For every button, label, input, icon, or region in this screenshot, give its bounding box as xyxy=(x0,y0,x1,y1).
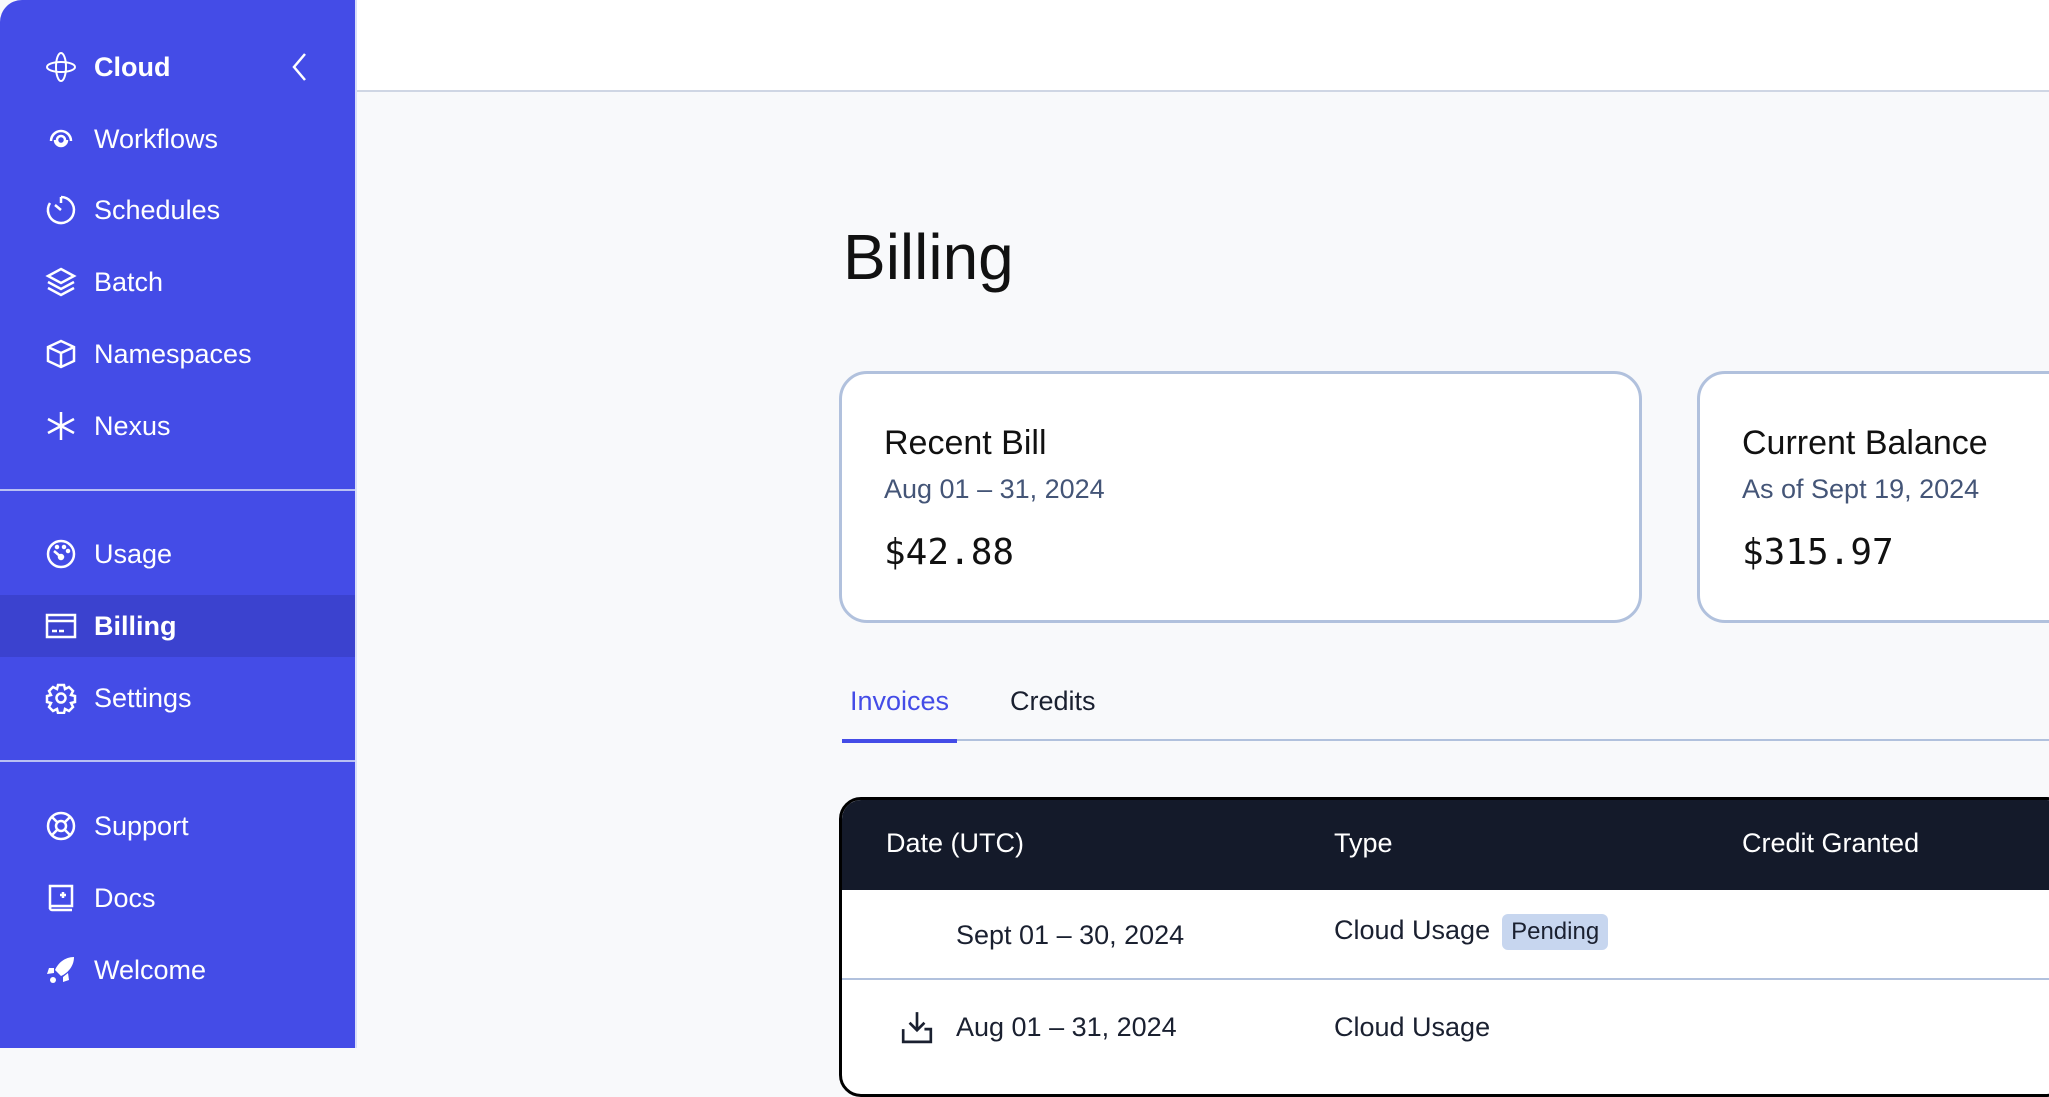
download-icon[interactable] xyxy=(900,1010,934,1044)
card-title: Recent Bill xyxy=(884,424,1047,462)
top-bar xyxy=(357,0,2049,92)
sidebar-header-cloud[interactable]: Cloud xyxy=(0,36,355,98)
sidebar-item-docs[interactable]: Docs xyxy=(0,867,355,929)
workflows-icon xyxy=(49,129,73,148)
sidebar-divider xyxy=(0,760,355,762)
sidebar-item-label: Usage xyxy=(94,538,173,569)
sidebar-item-settings[interactable]: Settings xyxy=(0,667,355,729)
row-type: Cloud Usage xyxy=(1334,1012,1491,1042)
rocket-icon xyxy=(47,957,74,983)
table-row[interactable]: Sept 01 – 30, 2024 Cloud Usage Pending xyxy=(842,890,2049,980)
column-header-credit-granted[interactable]: Credit Granted xyxy=(1742,828,1920,858)
chevron-left-icon[interactable] xyxy=(285,50,315,84)
column-header-type[interactable]: Type xyxy=(1334,828,1393,858)
credit-card-icon xyxy=(45,613,77,639)
current-balance-card: Current Balance As of Sept 19, 2024 $315… xyxy=(1697,371,2049,623)
tab-bar: Invoices Credits xyxy=(842,680,2049,743)
card-amount: $42.88 xyxy=(884,532,1015,573)
sidebar-item-label: Billing xyxy=(94,610,177,641)
cube-icon xyxy=(46,339,76,369)
sidebar-item-label: Batch xyxy=(94,266,164,297)
sidebar-item-label: Namespaces xyxy=(94,338,252,369)
temporal-cloud-icon xyxy=(46,52,76,82)
table-header: Date (UTC) Type Credit Granted xyxy=(842,800,2049,890)
tab-credits[interactable]: Credits xyxy=(1010,686,1096,716)
row-type-label: Cloud Usage xyxy=(1334,915,1491,945)
table-row[interactable]: Aug 01 – 31, 2024 Cloud Usage xyxy=(842,982,2049,1072)
sidebar-item-label: Support xyxy=(94,810,189,841)
sidebar: Cloud Workflows Schedules Batch Namespac… xyxy=(0,0,357,1048)
sidebar-divider xyxy=(0,489,355,491)
row-type: Cloud Usage Pending xyxy=(1334,914,1609,950)
sidebar-item-label: Settings xyxy=(94,682,192,713)
sidebar-item-label: Docs xyxy=(94,882,156,913)
book-icon xyxy=(48,884,74,912)
recent-bill-card: Recent Bill Aug 01 – 31, 2024 $42.88 xyxy=(839,371,1642,623)
asterisk-icon xyxy=(47,412,75,440)
sidebar-item-namespaces[interactable]: Namespaces xyxy=(0,323,355,385)
status-badge: Pending xyxy=(1502,914,1609,950)
card-subtitle: As of Sept 19, 2024 xyxy=(1742,474,1980,504)
sidebar-item-workflows[interactable]: Workflows xyxy=(0,108,355,170)
sidebar-item-billing[interactable]: Billing xyxy=(0,595,355,657)
card-title: Current Balance xyxy=(1742,424,1988,462)
sidebar-header-label: Cloud xyxy=(94,51,171,82)
sidebar-item-nexus[interactable]: Nexus xyxy=(0,395,355,457)
card-subtitle: Aug 01 – 31, 2024 xyxy=(884,474,1105,504)
sidebar-item-label: Welcome xyxy=(94,954,207,985)
column-header-date[interactable]: Date (UTC) xyxy=(886,828,1025,858)
sidebar-item-label: Workflows xyxy=(94,123,219,154)
lifebuoy-icon xyxy=(46,811,76,841)
gauge-icon xyxy=(46,539,76,569)
sidebar-item-label: Nexus xyxy=(94,410,171,441)
row-date: Sept 01 – 30, 2024 xyxy=(956,920,1185,950)
row-date: Aug 01 – 31, 2024 xyxy=(956,1012,1177,1042)
sidebar-item-batch[interactable]: Batch xyxy=(0,251,355,313)
invoices-table: Date (UTC) Type Credit Granted Sept 01 –… xyxy=(839,797,2049,1097)
sidebar-item-support[interactable]: Support xyxy=(0,795,355,857)
sidebar-item-schedules[interactable]: Schedules xyxy=(0,179,355,241)
sidebar-item-welcome[interactable]: Welcome xyxy=(0,939,355,1001)
sidebar-item-label: Schedules xyxy=(94,194,221,225)
page-title: Billing xyxy=(843,221,1014,293)
layers-icon xyxy=(45,267,77,297)
gear-icon xyxy=(45,683,77,714)
timer-icon xyxy=(46,195,76,225)
tab-invoices[interactable]: Invoices xyxy=(842,686,958,743)
card-amount: $315.97 xyxy=(1742,532,1894,573)
sidebar-item-usage[interactable]: Usage xyxy=(0,523,355,585)
